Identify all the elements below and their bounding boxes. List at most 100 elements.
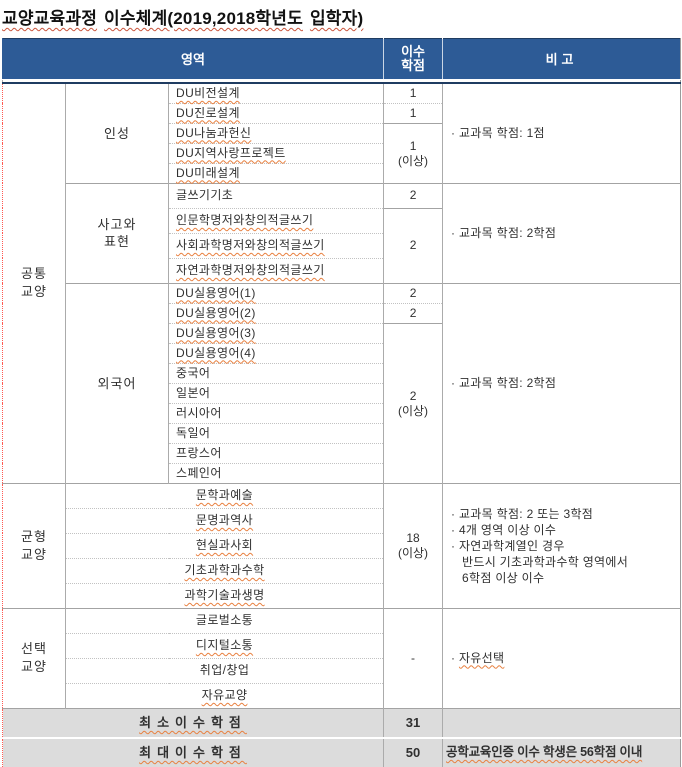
- course-name: DU미래설계: [176, 165, 240, 180]
- course-name: 글로벌소통: [195, 613, 254, 627]
- table-row: 과학기술과생명: [3, 582, 681, 608]
- course-name: 글쓰기기초: [176, 188, 234, 202]
- remark-line: 반드시 기초과학과수학 영역에서: [462, 554, 629, 569]
- course-cell: DU진로설계: [167, 102, 384, 123]
- course-name: 독일어: [176, 425, 211, 440]
- table-row: 문명과역사: [3, 507, 681, 533]
- footer-max-remark-text: 공학교육인증 이수 학생은 56학점 이내: [446, 745, 643, 759]
- course-cell: 취업/창업: [64, 657, 384, 683]
- course-cell: DU지역사랑프로젝트: [167, 142, 384, 163]
- group-label-line: 교양: [21, 546, 47, 562]
- course-cell: 사회과학명저와창의적글쓰기: [167, 232, 384, 258]
- group-label-line: 균형: [21, 528, 47, 544]
- credit-value: 2: [409, 388, 417, 403]
- table-row: 기초과학과수학: [3, 557, 681, 583]
- credit-qualifier: (이상): [397, 403, 429, 418]
- table-row: DU미래설계: [3, 162, 681, 183]
- course-name: DU실용영어(4): [176, 345, 256, 360]
- course-cell: 문학과예술: [64, 482, 384, 508]
- credit-cell: 1: [383, 82, 443, 103]
- course-cell: 일본어: [167, 382, 384, 403]
- table-row: 일본어: [3, 382, 681, 403]
- credit-value: 2: [409, 238, 417, 252]
- credit-qualifier: (이상): [397, 546, 429, 560]
- credit-cell: 2: [383, 302, 443, 323]
- course-cell: 프랑스어: [167, 442, 384, 463]
- sub-cell-thinking: 사고와 표현: [65, 182, 169, 283]
- table-row: 취업/창업: [3, 657, 681, 683]
- remark-cell: · 교과목 학점: 2학점: [442, 182, 681, 283]
- table-row: DU실용영어(4): [3, 342, 681, 363]
- course-cell: 기초과학과수학: [64, 557, 384, 583]
- course-name: 러시아어: [176, 405, 222, 420]
- course-cell: 자연과학명저와창의적글쓰기: [167, 257, 384, 283]
- credit-cell: 1: [383, 102, 443, 123]
- course-cell: 현실과사회: [64, 532, 384, 558]
- course-name: 인문학명저와창의적글쓰기: [176, 213, 314, 227]
- course-cell: 과학기술과생명: [64, 582, 384, 608]
- group-label-line: 교양: [21, 284, 47, 300]
- course-name: DU실용영어(3): [176, 325, 256, 340]
- credit-cell-merged: -: [383, 607, 443, 708]
- remark-cell: · 교과목 학점: 2 또는 3학점 · 4개 영역 이상 이수 · 자연과학계…: [442, 482, 681, 608]
- credit-cell-merged: 18 (이상): [383, 482, 443, 608]
- sub-label-line: 사고와: [97, 217, 137, 232]
- table-row: 중국어: [3, 362, 681, 383]
- credit-cell: 2: [383, 282, 443, 303]
- title-segment: 이수체계(2019,2018학년도: [104, 9, 303, 28]
- table-row: 러시아어: [3, 402, 681, 423]
- table-row: 자유교양: [3, 682, 681, 708]
- course-name: DU나눔과헌신: [176, 125, 252, 140]
- remark-line: · 교과목 학점: 2 또는 3학점: [451, 506, 594, 521]
- table-header-row: 영역 이수 학점 비고: [1, 38, 681, 80]
- remark-cell: · 교과목 학점: 1점: [442, 82, 681, 183]
- remark-text: 자유선택: [458, 650, 505, 665]
- footer-max-label: 최대이수학점: [139, 745, 247, 760]
- table-row: 공통 교양 인성 DU비전설계 1 · 교과목 학점: 1점: [2, 82, 681, 483]
- table-row: 인문학명저와창의적글쓰기 2: [3, 207, 681, 283]
- table-row: 독일어: [3, 422, 681, 443]
- footer-max-row: 최대이수학점 50 공학교육인증 이수 학생은 56학점 이내: [1, 736, 681, 767]
- course-name: 과학기술과생명: [184, 588, 265, 602]
- table-row: DU실용영어(2) 2: [3, 302, 681, 323]
- remark-cell: · 교과목 학점: 2학점: [442, 282, 681, 483]
- course-cell: 자유교양: [64, 682, 384, 708]
- footer-max-remark: 공학교육인증 이수 학생은 56학점 이내: [442, 736, 681, 767]
- course-name: 자연과학명저와창의적글쓰기: [176, 263, 325, 277]
- remark-line: · 자연과학계열인 경우: [451, 538, 565, 553]
- table-row: DU지역사랑프로젝트: [3, 142, 681, 163]
- title-segment: 입학자): [309, 9, 364, 28]
- table-row: 스페인어: [3, 462, 681, 483]
- course-cell: DU실용영어(4): [167, 342, 384, 363]
- course-name: 사회과학명저와창의적글쓰기: [176, 238, 325, 252]
- course-name: 스페인어: [176, 465, 222, 480]
- table-row: 사회과학명저와창의적글쓰기: [3, 232, 681, 258]
- col-header-area: 영역: [1, 38, 384, 80]
- credit-value: 1: [409, 138, 417, 153]
- course-name: 디지털소통: [195, 638, 254, 652]
- course-cell: DU실용영어(3): [167, 322, 384, 343]
- remark-line: · 4개 영역 이상 이수: [451, 522, 557, 537]
- table-row: DU나눔과헌신 1 (이상): [3, 122, 681, 183]
- sub-cell-foreign: 외국어: [65, 282, 169, 483]
- page-title: 교양교육과정 이수체계(2019,2018학년도 입학자): [2, 4, 682, 29]
- table-row: 프랑스어: [3, 442, 681, 463]
- footer-min-row: 최소이수학점 31: [1, 707, 681, 738]
- col-header-credits-line1: 이수: [401, 44, 425, 59]
- course-cell: 글로벌소통: [64, 607, 384, 633]
- table-row: 외국어 DU실용영어(1) 2 · 교과목 학점: 2학점: [3, 282, 681, 483]
- remark-line: 6학점 이상 이수: [462, 570, 545, 585]
- course-name: 기초과학과수학: [184, 563, 265, 577]
- course-cell: 러시아어: [167, 402, 384, 423]
- course-name: 자유교양: [201, 688, 248, 702]
- course-name: 일본어: [176, 385, 211, 400]
- footer-min-label-cell: 최소이수학점: [1, 707, 384, 738]
- table-row: 현실과사회: [3, 532, 681, 558]
- course-cell: DU실용영어(1): [167, 282, 384, 303]
- course-name: DU실용영어(2): [176, 305, 256, 320]
- credit-qualifier: (이상): [397, 153, 429, 168]
- course-name: 문학과예술: [195, 488, 254, 502]
- credit-cell-merged: 2: [383, 207, 443, 283]
- table-row: DU진로설계 1: [3, 102, 681, 123]
- group-cell-common: 공통 교양: [2, 82, 66, 483]
